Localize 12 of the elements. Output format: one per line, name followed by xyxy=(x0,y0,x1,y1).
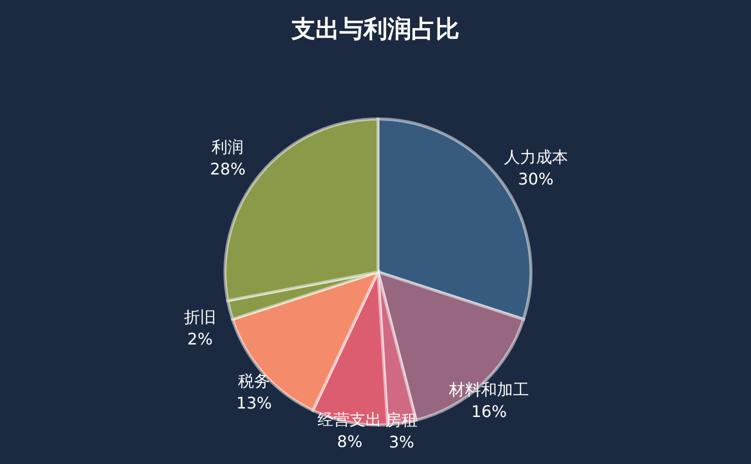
data-label: 2% xyxy=(187,330,213,349)
data-label: 3% xyxy=(388,432,414,452)
slice-label: 利润 xyxy=(212,138,244,157)
chart-title: 支出与利润占比 xyxy=(290,15,460,43)
slice-label: 税务 xyxy=(238,371,270,390)
data-label: 13% xyxy=(236,393,272,412)
data-label: 8% xyxy=(337,432,362,452)
data-label: 28% xyxy=(210,160,246,179)
slice-label: 人力成本 xyxy=(504,147,568,166)
slice-label: 折旧 xyxy=(184,308,216,327)
data-label: 16% xyxy=(471,402,507,422)
data-label: 30% xyxy=(518,169,554,188)
